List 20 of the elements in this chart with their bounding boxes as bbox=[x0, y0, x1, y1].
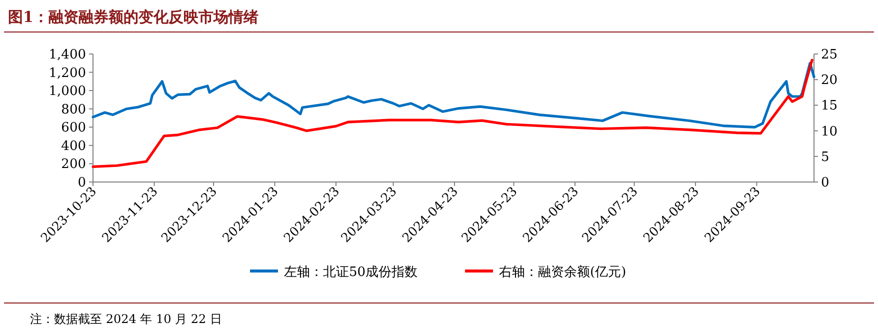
y-tick-label: 600 bbox=[61, 120, 86, 136]
y-tick-label: 1,000 bbox=[48, 84, 86, 100]
y-tick-label: 0 bbox=[78, 176, 86, 190]
y2-tick-label: 5 bbox=[821, 150, 830, 165]
y2-tick-label: 0 bbox=[821, 176, 830, 190]
y2-tick-label: 25 bbox=[821, 48, 838, 62]
y-tick-label: 200 bbox=[61, 157, 86, 172]
y2-tick-label: 15 bbox=[821, 98, 838, 114]
line-series bbox=[92, 62, 816, 128]
y2-tick-label: 20 bbox=[821, 73, 838, 88]
chart-title: 图1：融资融券额的变化反映市场情绪 bbox=[8, 8, 258, 26]
text: 注：数据截至 2024 年 10 月 22 日 bbox=[30, 312, 222, 326]
y2-tick-label: 10 bbox=[821, 124, 838, 140]
y-tick-label: 1,400 bbox=[48, 48, 86, 62]
line-series bbox=[92, 58, 814, 168]
legend-label: 右轴：融资余额(亿元) bbox=[499, 265, 626, 280]
legend-label: 左轴：北证50成份指数 bbox=[284, 265, 418, 280]
y-tick-label: 800 bbox=[61, 102, 86, 118]
y-tick-label: 400 bbox=[61, 138, 86, 154]
y-tick-label: 1,200 bbox=[48, 66, 86, 81]
